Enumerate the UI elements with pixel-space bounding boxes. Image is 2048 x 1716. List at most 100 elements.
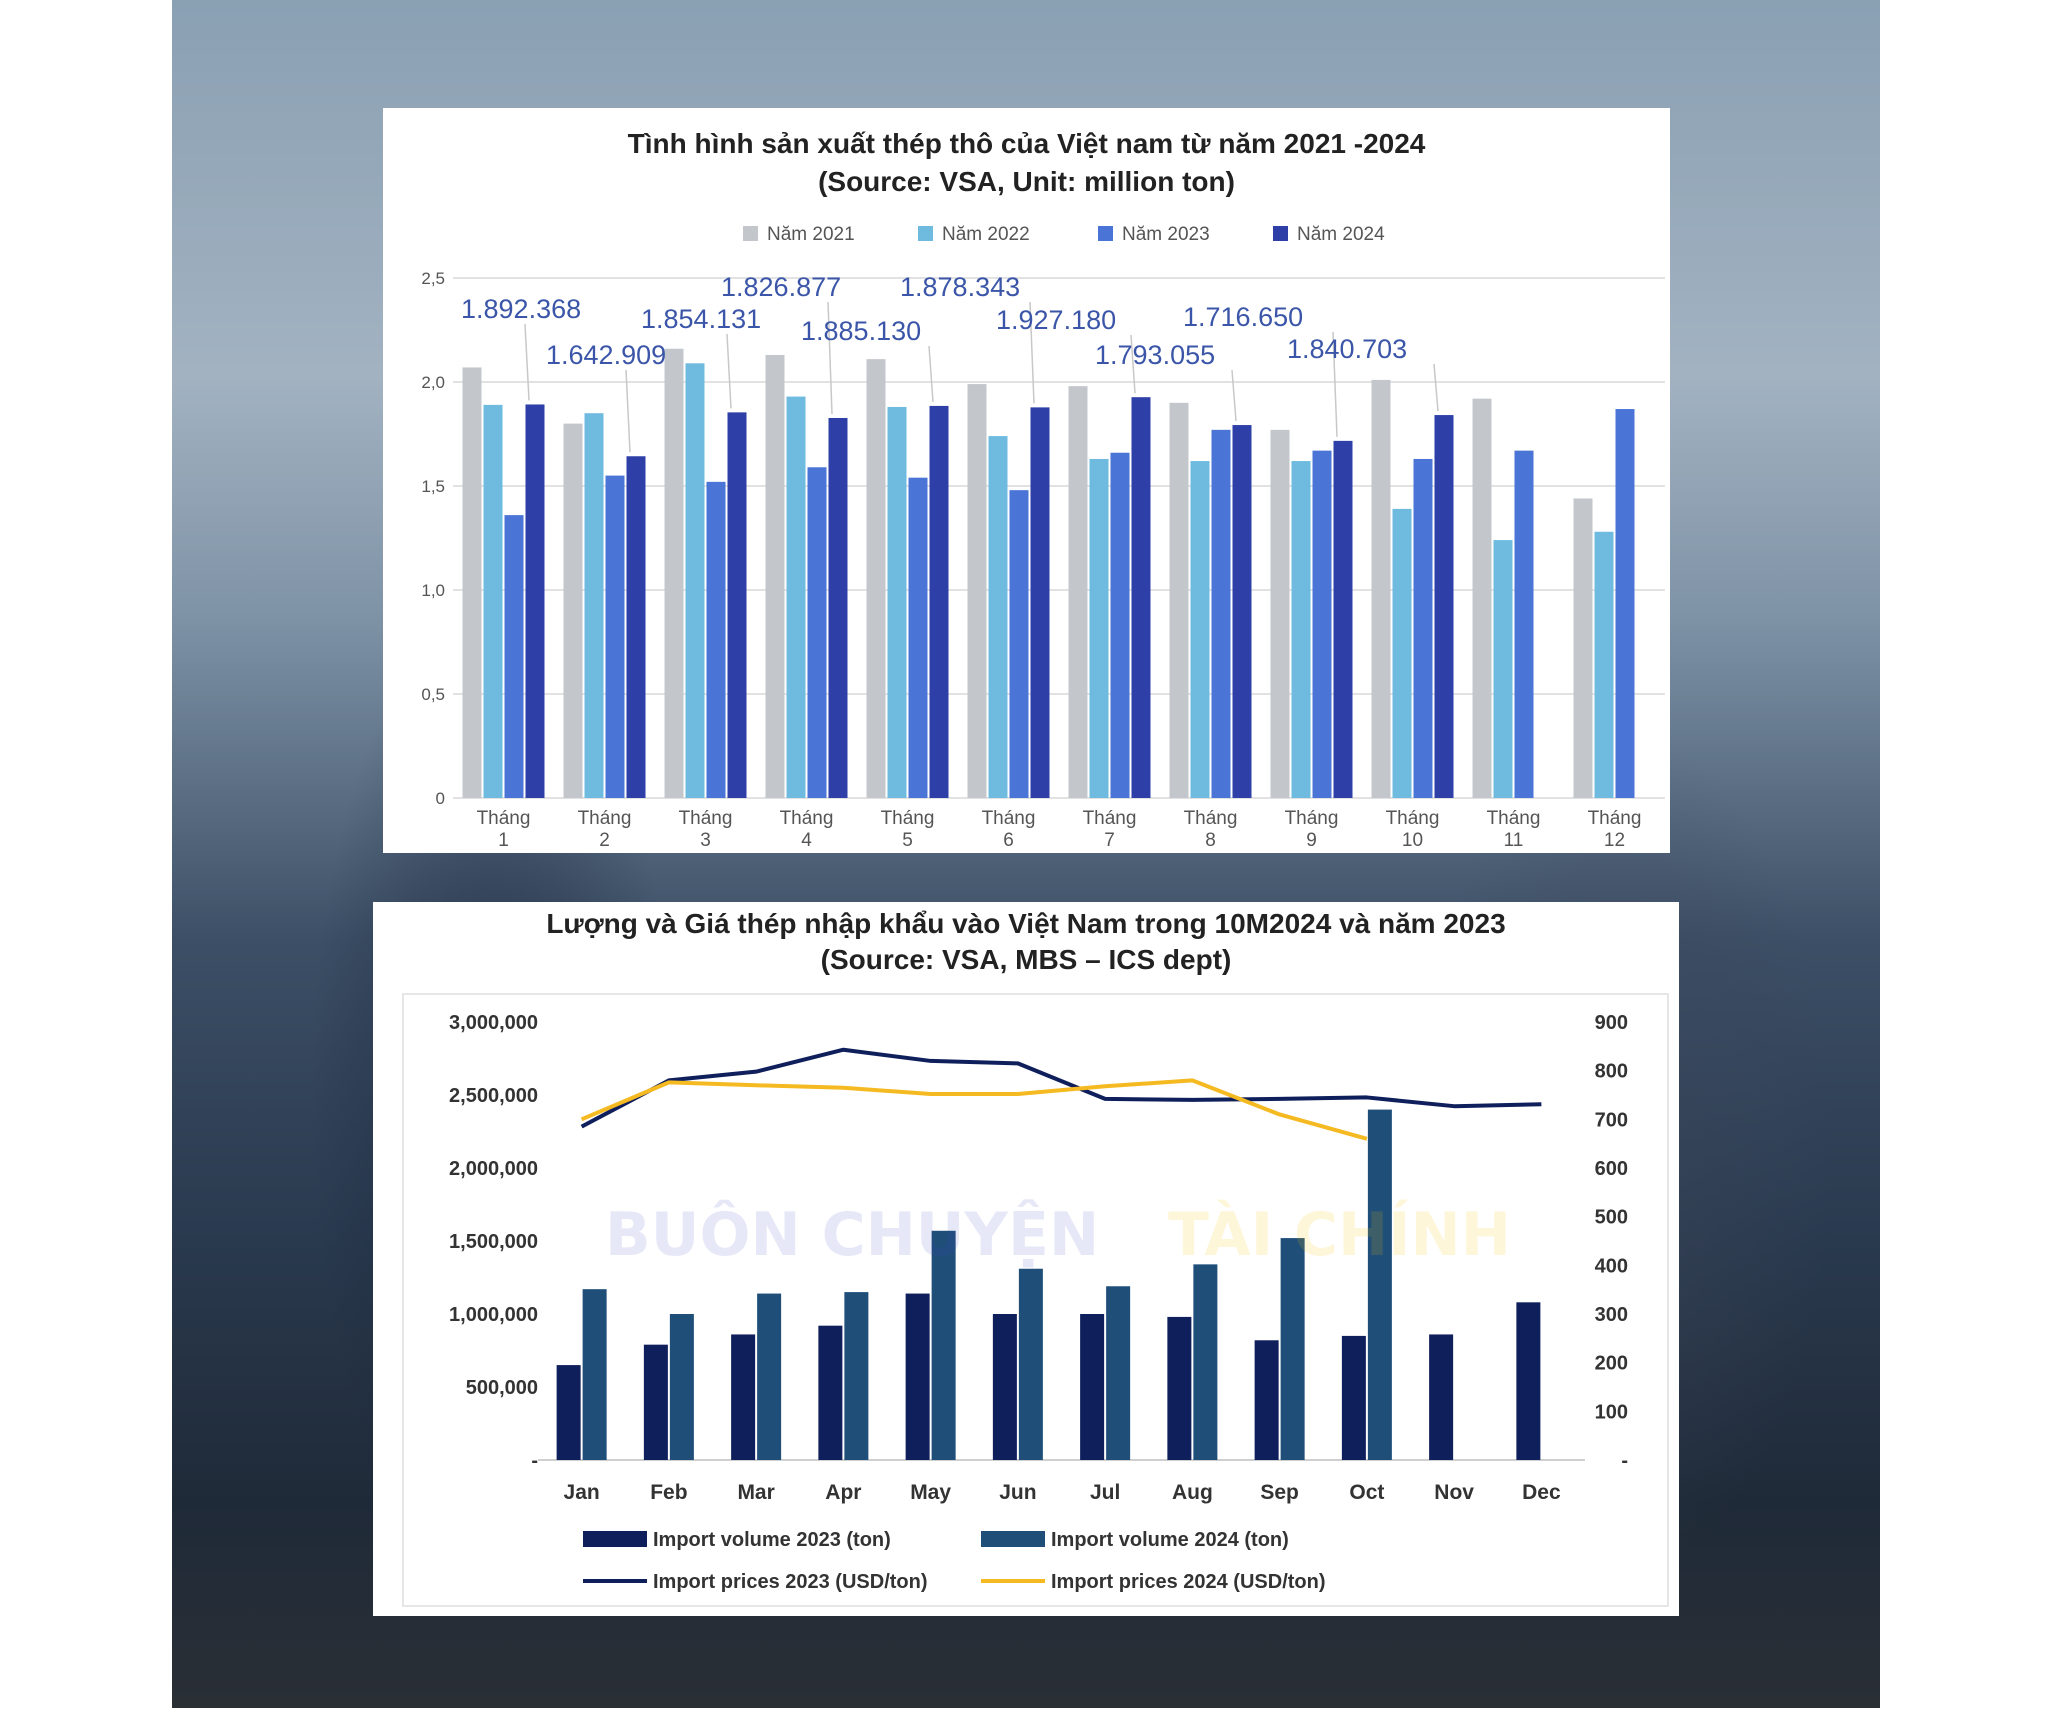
bar: [1493, 540, 1513, 798]
legend-label: Import volume 2024 (ton): [1051, 1529, 1289, 1551]
crude-steel-production-chart-panel: Tình hình sản xuất thép thô của Việt nam…: [383, 108, 1670, 853]
legend-swatch-3: [1098, 226, 1113, 241]
bar: [1190, 461, 1210, 798]
bar: [731, 1334, 756, 1460]
bar: [807, 467, 827, 798]
x-tick-label: Feb: [650, 1481, 687, 1504]
data-label-2024: 1.892.368: [461, 294, 581, 324]
legend-swatch: [981, 1531, 1045, 1547]
bar: [706, 481, 726, 798]
bar: [1514, 450, 1534, 798]
legend-label-1: Năm 2021: [767, 224, 855, 245]
data-label-leader: [726, 333, 732, 409]
x-tick-label: Tháng: [1083, 808, 1137, 829]
y-tick-label: 1,5: [421, 477, 445, 496]
bar: [1429, 1334, 1454, 1460]
x-tick-label: Jul: [1090, 1481, 1120, 1504]
bar: [1333, 440, 1353, 798]
chart1-title: Tình hình sản xuất thép thô của Việt nam…: [627, 128, 1426, 159]
x-tick-label: Nov: [1434, 1481, 1474, 1504]
bar: [988, 436, 1008, 798]
bar: [504, 515, 524, 798]
bar: [1009, 490, 1029, 798]
bar: [643, 1344, 668, 1460]
x-tick-label: Tháng: [1487, 808, 1541, 829]
y-right-tick-label: 600: [1595, 1158, 1628, 1180]
x-tick-label: Dec: [1522, 1481, 1561, 1504]
bar: [1371, 379, 1391, 798]
y-tick-label: 1,0: [421, 581, 445, 600]
x-tick-label: 8: [1205, 830, 1216, 851]
bar: [483, 404, 503, 798]
bar: [786, 396, 806, 798]
data-label-leader: [1029, 301, 1035, 404]
bar: [1472, 398, 1492, 798]
data-label-leader: [1332, 331, 1338, 437]
bar: [1169, 402, 1189, 798]
y-tick-label: 2,5: [421, 269, 445, 288]
bar: [1280, 1238, 1305, 1460]
bar: [1367, 1109, 1392, 1460]
y-right-tick-label: 100: [1595, 1401, 1628, 1423]
data-label-leader: [928, 345, 934, 402]
legend-label-3: Năm 2023: [1122, 224, 1210, 245]
legend-label-4: Năm 2024: [1297, 224, 1385, 245]
x-tick-label: 12: [1604, 830, 1625, 851]
y-right-tick-label: 900: [1595, 1012, 1628, 1034]
legend-label: Import volume 2023 (ton): [653, 1529, 891, 1551]
bar: [584, 413, 604, 798]
bar: [462, 367, 482, 798]
bar: [1573, 498, 1593, 798]
bar: [1211, 429, 1231, 798]
x-tick-label: Aug: [1172, 1481, 1213, 1504]
legend-swatch-2: [918, 226, 933, 241]
x-tick-label: 7: [1104, 830, 1115, 851]
y-left-tick-label: 2,000,000: [449, 1158, 538, 1180]
y-right-tick-label: 300: [1595, 1304, 1628, 1326]
bar: [664, 348, 684, 798]
y-tick-label: 2,0: [421, 373, 445, 392]
bar: [556, 1365, 581, 1460]
bar: [1193, 1264, 1218, 1460]
x-tick-label: Tháng: [1285, 808, 1339, 829]
data-label-leader: [625, 369, 631, 453]
bar: [1594, 531, 1614, 798]
bar: [887, 406, 907, 798]
data-label-2024: 1.840.703: [1287, 334, 1407, 364]
y-left-tick-label: 2,500,000: [449, 1085, 538, 1107]
bar: [844, 1292, 869, 1460]
price-line: [580, 1047, 1542, 1129]
bar: [1068, 386, 1088, 798]
x-tick-label: Tháng: [982, 808, 1036, 829]
x-tick-label: 3: [700, 830, 711, 851]
x-tick-label: May: [910, 1481, 951, 1504]
x-tick-label: Tháng: [1588, 808, 1642, 829]
bar: [765, 354, 785, 798]
legend-swatch-4: [1273, 226, 1288, 241]
y-right-tick-label: 800: [1595, 1061, 1628, 1083]
x-tick-label: 10: [1402, 830, 1423, 851]
bar: [1018, 1268, 1043, 1460]
bar: [1167, 1316, 1192, 1460]
y-right-tick-label: -: [1621, 1450, 1628, 1472]
data-label-2024: 1.716.650: [1183, 302, 1303, 332]
x-tick-label: Tháng: [477, 808, 531, 829]
bar: [929, 405, 949, 798]
x-tick-label: 5: [902, 830, 913, 851]
y-right-tick-label: 700: [1595, 1109, 1628, 1131]
bar: [818, 1325, 843, 1460]
x-tick-label: Oct: [1349, 1481, 1384, 1504]
bar: [1434, 415, 1454, 798]
bar: [992, 1314, 1017, 1460]
bar: [1516, 1302, 1541, 1460]
x-tick-label: Tháng: [679, 808, 733, 829]
data-label-leader: [1231, 369, 1237, 422]
bar: [1312, 450, 1332, 798]
bar: [1341, 1335, 1366, 1460]
chart2-subtitle: (Source: VSA, MBS – ICS dept): [820, 944, 1232, 975]
x-tick-label: 6: [1003, 830, 1014, 851]
data-label-leader: [1433, 363, 1439, 412]
x-tick-label: Tháng: [578, 808, 632, 829]
y-left-tick-label: 1,500,000: [449, 1231, 538, 1253]
chart1-plot: Năm 2021 Năm 2022 Năm 2023 Năm 2024 0 0,5 1,0 1…: [421, 224, 1665, 851]
